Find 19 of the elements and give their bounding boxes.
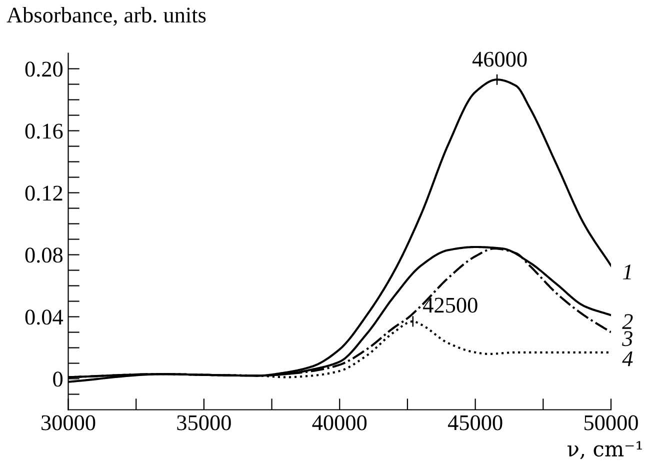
x-axis-title: ν, cm⁻¹	[568, 441, 642, 460]
x-tick-label: 50000	[584, 415, 638, 430]
series-label: 2	[622, 314, 633, 329]
y-tick-label: 0	[53, 372, 63, 387]
x-tick-label: 40000	[312, 415, 367, 430]
x-tick-label: 30000	[42, 415, 96, 430]
series-label: 3	[622, 331, 632, 346]
series-label: 4	[622, 351, 633, 366]
y-axis-title: Absorbance, arb. units	[6, 6, 206, 26]
annotation: 42500	[423, 298, 478, 313]
series-label: 1	[622, 264, 631, 280]
y-tick-label: 0.16	[25, 124, 63, 139]
x-tick-label: 35000	[177, 415, 231, 430]
y-tick-label: 0.12	[25, 186, 62, 201]
y-tick-label: 0.08	[25, 248, 63, 263]
y-tick-label: 0.04	[25, 310, 64, 325]
x-tick-label: 45000	[448, 415, 502, 430]
y-tick-label: 0.20	[25, 62, 63, 77]
annotation: 46000	[472, 52, 527, 67]
